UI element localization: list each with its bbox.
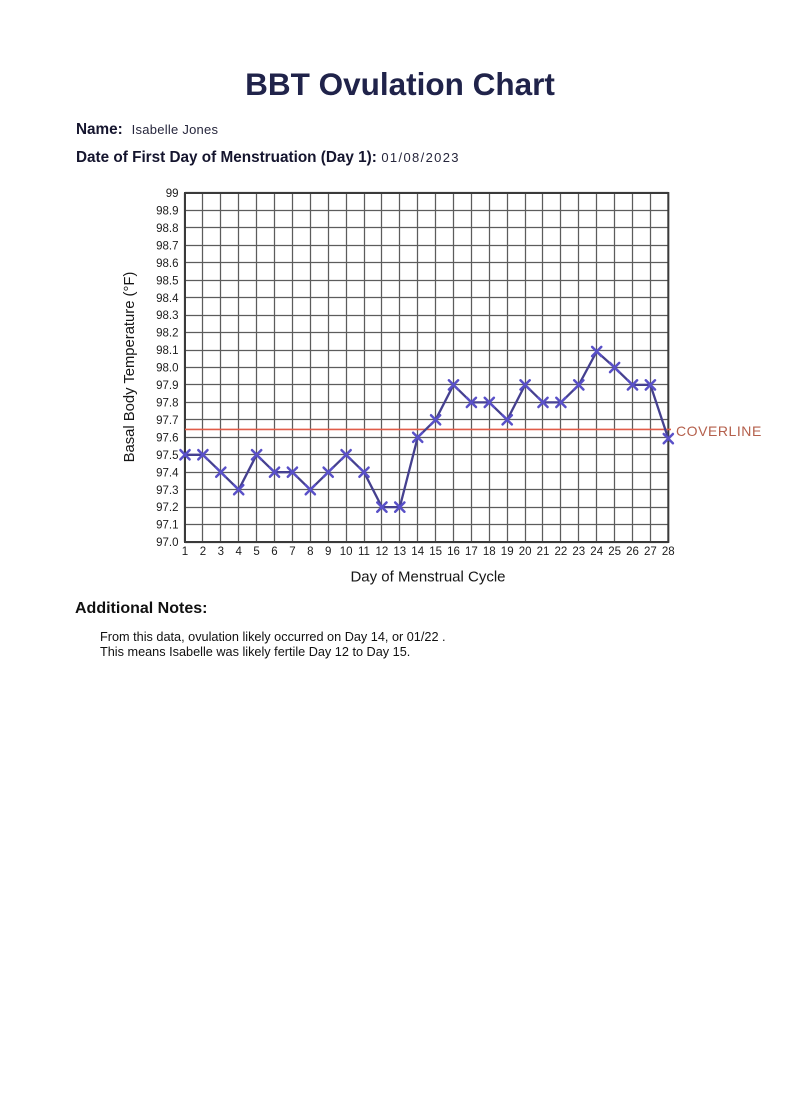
svg-text:16: 16 [447, 546, 460, 558]
svg-text:97.8: 97.8 [156, 398, 178, 410]
svg-text:23: 23 [572, 546, 585, 558]
svg-text:4: 4 [235, 546, 242, 558]
svg-text:1: 1 [182, 546, 188, 558]
svg-text:6: 6 [271, 546, 277, 558]
svg-text:5: 5 [253, 546, 259, 558]
svg-text:18: 18 [483, 546, 496, 558]
svg-text:98.6: 98.6 [156, 258, 178, 270]
svg-text:21: 21 [537, 546, 550, 558]
svg-text:98.9: 98.9 [156, 206, 178, 218]
svg-text:97.6: 97.6 [156, 432, 178, 444]
svg-text:97.3: 97.3 [156, 485, 178, 497]
svg-text:98.8: 98.8 [156, 223, 178, 235]
svg-text:28: 28 [662, 546, 675, 558]
svg-text:7: 7 [289, 546, 295, 558]
svg-text:COVERLINE: COVERLINE [676, 423, 762, 439]
svg-text:97.7: 97.7 [156, 415, 178, 427]
svg-text:97.2: 97.2 [156, 502, 178, 514]
svg-text:97.0: 97.0 [156, 537, 178, 549]
svg-text:3: 3 [218, 546, 224, 558]
svg-text:22: 22 [555, 546, 568, 558]
svg-text:99: 99 [166, 188, 179, 200]
svg-text:97.5: 97.5 [156, 450, 178, 462]
svg-text:10: 10 [340, 546, 353, 558]
svg-text:25: 25 [608, 546, 621, 558]
svg-text:14: 14 [411, 546, 424, 558]
svg-text:98.0: 98.0 [156, 363, 178, 375]
svg-text:98.5: 98.5 [156, 275, 178, 287]
svg-text:98.7: 98.7 [156, 240, 178, 252]
svg-text:17: 17 [465, 546, 478, 558]
svg-text:97.9: 97.9 [156, 380, 178, 392]
svg-text:2: 2 [200, 546, 206, 558]
svg-text:98.1: 98.1 [156, 345, 178, 357]
svg-text:9: 9 [325, 546, 331, 558]
svg-text:98.2: 98.2 [156, 328, 178, 340]
svg-text:15: 15 [429, 546, 442, 558]
svg-text:Basal Body Temperature (°F): Basal Body Temperature (°F) [122, 272, 138, 463]
svg-text:98.3: 98.3 [156, 310, 178, 322]
svg-text:13: 13 [393, 546, 406, 558]
svg-text:8: 8 [307, 546, 313, 558]
svg-text:19: 19 [501, 546, 514, 558]
svg-text:26: 26 [626, 546, 639, 558]
svg-text:24: 24 [590, 546, 603, 558]
svg-text:27: 27 [644, 546, 657, 558]
svg-text:Day of Menstrual Cycle: Day of Menstrual Cycle [350, 569, 505, 586]
svg-text:11: 11 [358, 546, 370, 558]
svg-text:97.1: 97.1 [156, 520, 178, 532]
svg-text:20: 20 [519, 546, 532, 558]
svg-text:98.4: 98.4 [156, 293, 179, 305]
svg-text:12: 12 [376, 546, 389, 558]
svg-text:97.4: 97.4 [156, 467, 179, 479]
